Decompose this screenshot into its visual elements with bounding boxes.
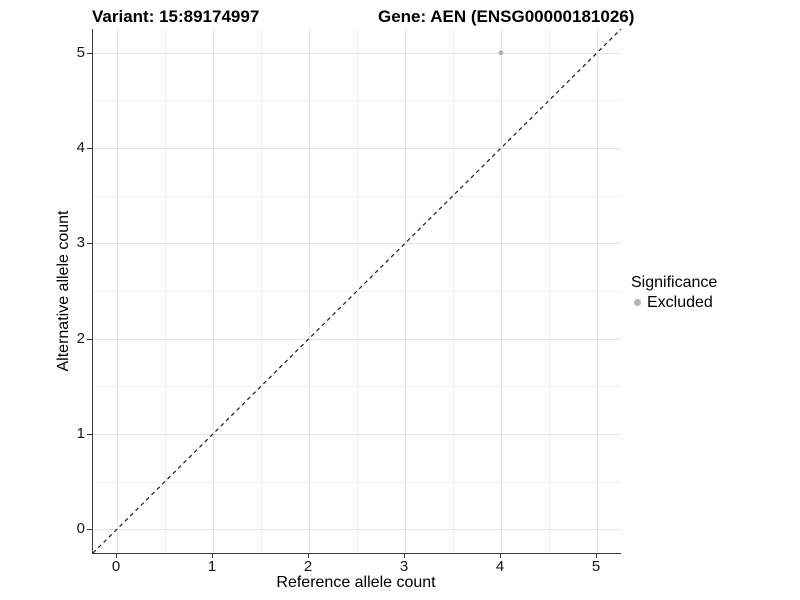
gridline-y-major	[93, 529, 621, 531]
x-axis-tick	[500, 553, 501, 558]
legend: Significance Excluded	[631, 273, 717, 312]
plot-title-variant: Variant: 15:89174997	[92, 7, 260, 26]
y-tick-label: 3	[76, 234, 85, 252]
x-tick-label: 2	[303, 558, 313, 575]
legend-title: Significance	[631, 274, 718, 291]
gridline-y-minor	[93, 195, 621, 197]
data-point-excluded	[498, 50, 504, 56]
gridline-y-major	[93, 433, 621, 435]
x-tick-label: 3	[399, 558, 409, 575]
gridline-x-major	[405, 29, 406, 553]
gridline-x-major	[213, 29, 214, 553]
y-axis-tick	[87, 243, 92, 245]
y-tick-label: 2	[76, 329, 85, 347]
x-axis-tick	[596, 553, 597, 558]
gridline-x-major	[501, 29, 502, 553]
y-axis-tick	[87, 433, 92, 435]
legend-item-excluded: Excluded	[631, 293, 717, 312]
plot-marks-layer	[92, 28, 622, 554]
x-tick-label: 1	[207, 558, 217, 575]
gridline-x-major	[309, 29, 310, 553]
y-axis-tick	[87, 52, 92, 54]
y-axis-tick	[87, 148, 92, 150]
x-axis-tick	[116, 553, 117, 558]
x-axis-title: Reference allele count	[276, 574, 436, 591]
x-tick-label: 0	[111, 558, 121, 575]
gridline-y-minor	[93, 291, 621, 292]
plot-panel	[92, 28, 622, 554]
legend-item-label: Excluded	[647, 294, 713, 311]
gridline-y-major	[93, 338, 621, 340]
x-axis-tick	[404, 553, 405, 558]
x-tick-label: 5	[591, 558, 601, 575]
identity-reference-line	[92, 28, 622, 554]
gridline-y-minor	[93, 481, 621, 483]
y-axis-tick	[87, 338, 92, 340]
y-tick-label: 1	[76, 424, 85, 442]
gridline-x-major	[117, 29, 118, 553]
x-tick-label: 4	[495, 558, 505, 575]
legend-point-icon	[634, 299, 641, 306]
gridline-y-major	[93, 243, 621, 245]
plot-title-gene: Gene: AEN (ENSG00000181026)	[378, 7, 635, 26]
gridline-y-minor	[93, 100, 621, 102]
x-axis-tick	[212, 553, 213, 558]
gridline-y-minor	[93, 386, 621, 388]
y-axis-tick	[87, 529, 92, 531]
gridline-y-major	[93, 148, 621, 150]
y-tick-label: 4	[76, 139, 85, 157]
y-tick-label: 5	[76, 43, 85, 61]
x-axis-tick	[308, 553, 309, 558]
gridline-x-major	[597, 29, 598, 553]
y-tick-label: 0	[76, 520, 85, 538]
gridline-y-major	[93, 52, 621, 54]
